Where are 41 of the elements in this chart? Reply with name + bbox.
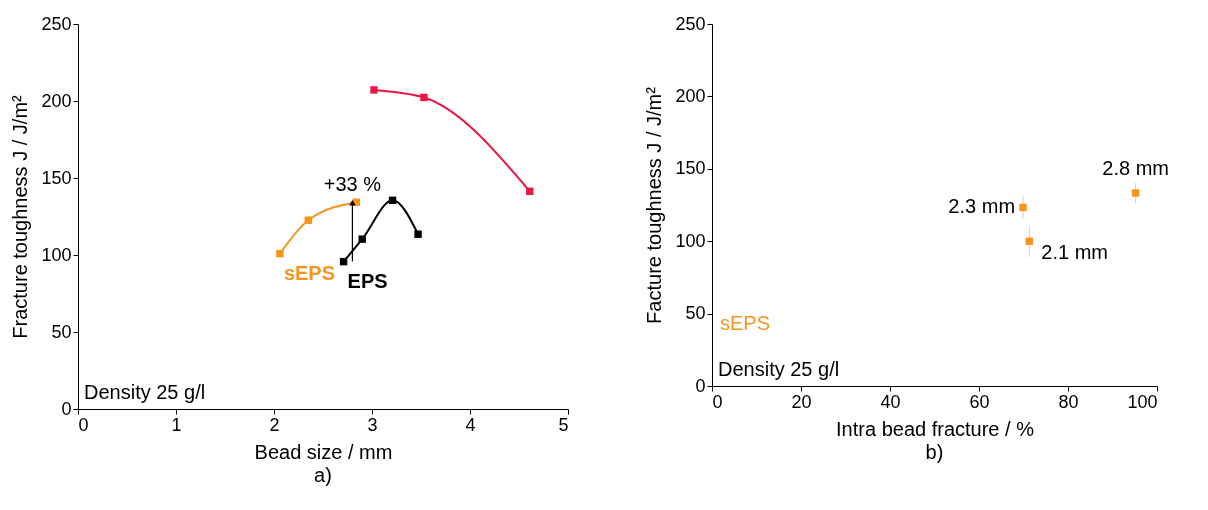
- x-tick-label: 1: [171, 414, 182, 435]
- y-tick-label: 100: [41, 244, 72, 265]
- series-label: sEPS: [283, 261, 336, 284]
- x-tick-label: 0: [78, 414, 89, 435]
- annotation: Density 25 g/l: [84, 381, 206, 403]
- x-tick-label: 4: [465, 414, 476, 435]
- x-axis-title: Intra bead fracture / %: [836, 417, 1035, 440]
- x-tick-label: 40: [880, 391, 901, 412]
- y-tick-label: 50: [685, 303, 706, 324]
- y-tick-label: 50: [51, 321, 72, 342]
- point: [1025, 237, 1033, 245]
- text: b): [925, 441, 944, 463]
- y-axis-title: Fracture toughness J / J/m²: [9, 94, 32, 339]
- x-tick-label: 80: [1058, 391, 1079, 412]
- y-tick-label: 100: [675, 230, 706, 251]
- point: [1131, 189, 1140, 197]
- x-tick-label: 2: [269, 414, 280, 435]
- x-tick-label: 5: [558, 414, 569, 435]
- x-tick-label: 3: [367, 414, 378, 435]
- y-tick-label: 200: [675, 85, 706, 106]
- text: sEPS: [720, 312, 771, 334]
- series-label: EPS: [347, 269, 388, 292]
- annotation: 2.1 mm: [1041, 241, 1108, 264]
- y-tick-label: 250: [675, 13, 706, 34]
- y-axis-title: Facture toughness J / J/m²: [643, 86, 666, 324]
- y-tick-label: 200: [41, 90, 72, 111]
- x-tick-label: 20: [791, 391, 812, 412]
- point: [1019, 203, 1027, 212]
- y-tick-label: 150: [675, 158, 706, 179]
- annotation: 2.8 mm: [1102, 156, 1169, 179]
- annotation: Density 25 g/l: [718, 358, 840, 380]
- y-tick-label: 150: [41, 167, 72, 188]
- y-tick-label: 0: [695, 375, 706, 396]
- y-tick-label: 250: [41, 13, 72, 34]
- annotation: 2.3 mm: [948, 195, 1016, 218]
- x-axis-title: Bead size / mm: [254, 440, 393, 463]
- x-tick-label: 100: [1127, 391, 1158, 412]
- x-tick-label: 60: [969, 391, 990, 412]
- text: a): [314, 464, 332, 486]
- x-tick-label: 0: [712, 391, 723, 412]
- annotation: +33 %: [323, 172, 382, 195]
